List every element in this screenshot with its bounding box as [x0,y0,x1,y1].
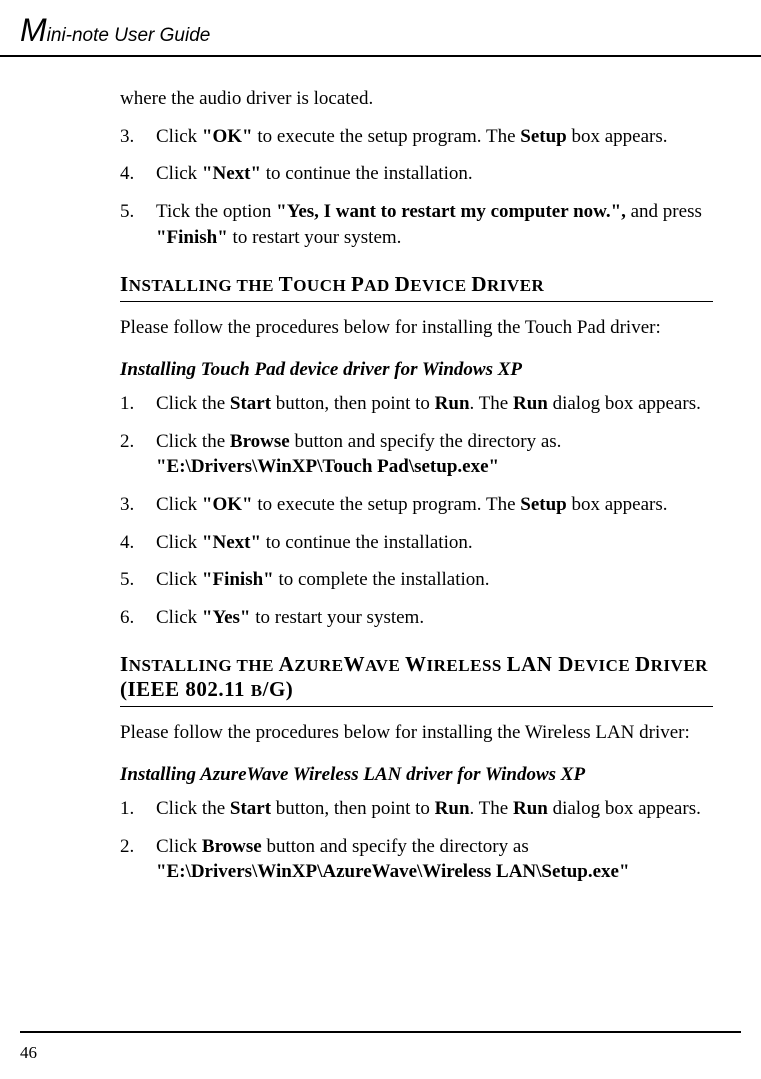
list-item: 5.Tick the option "Yes, I want to restar… [120,199,713,250]
heading-rule [120,706,713,707]
list-text: Tick the option "Yes, I want to restart … [156,199,713,250]
list-number: 3. [120,492,156,518]
header-title: Mini-note User Guide [20,12,741,49]
list-item: 4.Click "Next" to continue the installat… [120,530,713,556]
page-content: where the audio driver is located. 3.Cli… [0,57,761,885]
list-number: 1. [120,796,156,822]
list-item: 1.Click the Start button, then point to … [120,391,713,417]
list-number: 2. [120,834,156,885]
page-header: Mini-note User Guide [0,0,761,57]
list-text: Click "Yes" to restart your system. [156,605,713,631]
list-number: 4. [120,161,156,187]
list-item: 3.Click "OK" to execute the setup progra… [120,492,713,518]
wlan-steps: 1.Click the Start button, then point to … [120,796,713,885]
heading-rule [120,301,713,302]
list-text: Click the Browse button and specify the … [156,429,713,480]
list-text: Click "OK" to execute the setup program.… [156,124,713,150]
section-heading-touchpad: INSTALLING THE TOUCH PAD DEVICE DRIVER [120,272,713,297]
subheading-wlan: Installing AzureWave Wireless LAN driver… [120,764,713,786]
list-number: 4. [120,530,156,556]
section-lead-wlan: Please follow the procedures below for i… [120,721,713,746]
header-title-initial: M [20,12,47,48]
list-text: Click the Start button, then point to Ru… [156,796,713,822]
subheading-touchpad: Installing Touch Pad device driver for W… [120,359,713,381]
header-title-text: ini-note User Guide [47,25,211,46]
list-item: 6.Click "Yes" to restart your system. [120,605,713,631]
touchpad-steps: 1.Click the Start button, then point to … [120,391,713,630]
list-number: 1. [120,391,156,417]
list-text: Click "Next" to continue the installatio… [156,161,713,187]
list-item: 5.Click "Finish" to complete the install… [120,567,713,593]
list-number: 2. [120,429,156,480]
list-number: 3. [120,124,156,150]
list-item: 1.Click the Start button, then point to … [120,796,713,822]
list-number: 5. [120,567,156,593]
list-number: 5. [120,199,156,250]
section-heading-wlan: INSTALLING THE AZUREWAVE WIRELESS LAN DE… [120,652,713,702]
footer-rule [20,1031,741,1033]
list-item: 3.Click "OK" to execute the setup progra… [120,124,713,150]
section-lead-touchpad: Please follow the procedures below for i… [120,316,713,341]
list-text: Click Browse button and specify the dire… [156,834,713,885]
pre-list: 3.Click "OK" to execute the setup progra… [120,124,713,251]
continuation-text: where the audio driver is located. [120,87,713,112]
page-number: 46 [20,1043,37,1063]
list-text: Click "OK" to execute the setup program.… [156,492,713,518]
list-number: 6. [120,605,156,631]
list-item: 2.Click Browse button and specify the di… [120,834,713,885]
list-text: Click "Finish" to complete the installat… [156,567,713,593]
list-text: Click the Start button, then point to Ru… [156,391,713,417]
list-item: 2.Click the Browse button and specify th… [120,429,713,480]
list-item: 4.Click "Next" to continue the installat… [120,161,713,187]
list-text: Click "Next" to continue the installatio… [156,530,713,556]
